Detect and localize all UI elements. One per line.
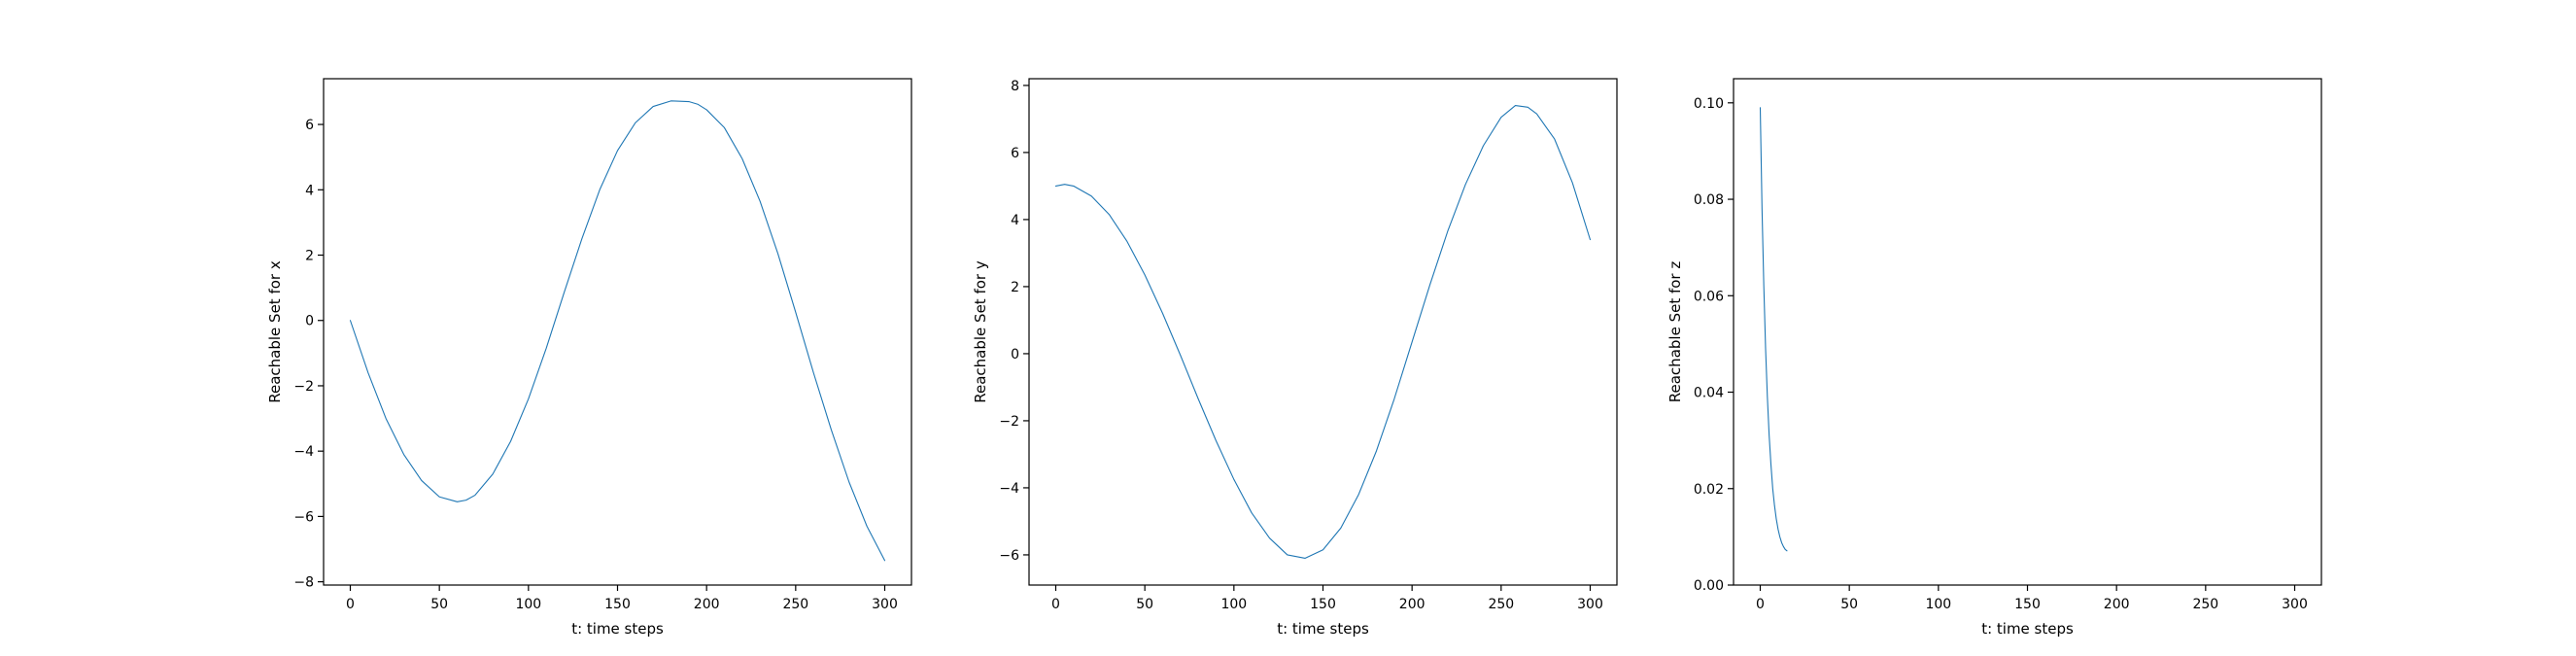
y-tick-label: 0.10 <box>1694 96 1724 112</box>
x-tick-label: 50 <box>1840 597 1858 612</box>
y-axis-label: Reachable Set for z <box>1666 261 1684 403</box>
y-tick-label: −6 <box>999 548 1019 564</box>
x-tick-label: 50 <box>1136 597 1153 612</box>
plot-frame <box>1733 78 2322 586</box>
x-tick-label: 200 <box>694 597 720 612</box>
series-line <box>349 100 886 562</box>
y-tick-label: 0.04 <box>1694 386 1724 401</box>
subplot-z: t: time steps Reachable Set for z 0 50 100… <box>1666 78 2322 638</box>
x-tick-label: 200 <box>2104 597 2130 612</box>
series-line <box>1759 107 1788 552</box>
y-axis-label: Reachable Set for x <box>266 260 284 403</box>
y-tick-label: 4 <box>305 183 314 198</box>
x-tick-label: 50 <box>430 597 448 612</box>
y-tick-label: 0.08 <box>1694 192 1724 208</box>
plot-frame <box>1028 78 1618 586</box>
x-tick-label: 0 <box>346 597 355 612</box>
y-tick-label: 0.00 <box>1694 578 1724 594</box>
x-tick-label: 300 <box>872 597 898 612</box>
y-tick-label: 0.06 <box>1694 289 1724 304</box>
x-tick-label: 100 <box>1220 597 1247 612</box>
x-tick-label: 200 <box>1399 597 1425 612</box>
x-tick-label: 300 <box>2282 597 2308 612</box>
y-tick-label: 4 <box>1011 213 1019 228</box>
series-line <box>1054 105 1592 559</box>
y-tick-label: 6 <box>305 118 314 133</box>
y-tick-label: 6 <box>1011 146 1019 161</box>
y-tick-label: 2 <box>1011 280 1019 295</box>
plot-frame <box>323 78 912 586</box>
x-tick-label: 0 <box>1756 597 1765 612</box>
x-tick-label: 250 <box>782 597 808 612</box>
y-tick-label: 0 <box>305 314 314 329</box>
x-tick-label: 0 <box>1051 597 1060 612</box>
x-axis-label: t: time steps <box>1277 620 1369 638</box>
y-tick-label: −2 <box>293 379 314 395</box>
y-tick-label: 0.02 <box>1694 482 1724 498</box>
x-tick-label: 300 <box>1577 597 1603 612</box>
y-tick-label: −6 <box>293 509 314 525</box>
x-tick-label: 100 <box>515 597 541 612</box>
y-tick-label: 2 <box>305 249 314 264</box>
y-tick-label: −2 <box>999 414 1019 430</box>
x-tick-label: 100 <box>1925 597 1951 612</box>
x-tick-label: 150 <box>1310 597 1336 612</box>
y-tick-label: 0 <box>1011 347 1019 363</box>
y-axis-label: Reachable Set for y <box>972 260 989 403</box>
y-tick-label: −4 <box>999 481 1019 497</box>
x-tick-label: 150 <box>604 597 631 612</box>
y-tick-label: 8 <box>1011 79 1019 94</box>
y-tick-label: −4 <box>293 444 314 460</box>
x-tick-label: 150 <box>2014 597 2041 612</box>
subplot-x: t: time steps Reachable Set for x 0 50 100… <box>266 78 912 638</box>
x-tick-label: 250 <box>2192 597 2218 612</box>
x-axis-label: t: time steps <box>1981 620 2074 638</box>
y-tick-label: −8 <box>293 575 314 591</box>
x-tick-label: 250 <box>1488 597 1514 612</box>
x-axis-label: t: time steps <box>571 620 664 638</box>
subplot-y: t: time steps Reachable Set for y 0 50 100… <box>972 78 1618 638</box>
